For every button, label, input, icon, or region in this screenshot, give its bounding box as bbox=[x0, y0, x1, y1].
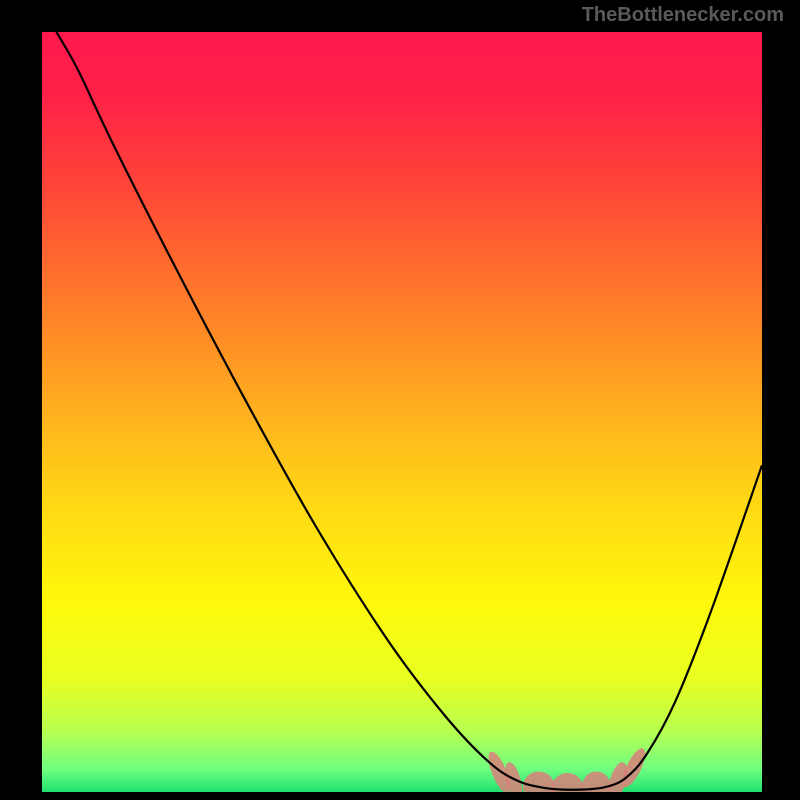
chart-svg bbox=[42, 32, 762, 792]
chart-container bbox=[42, 32, 762, 792]
watermark-text: TheBottlenecker.com bbox=[582, 4, 784, 27]
chart-background bbox=[42, 32, 762, 792]
